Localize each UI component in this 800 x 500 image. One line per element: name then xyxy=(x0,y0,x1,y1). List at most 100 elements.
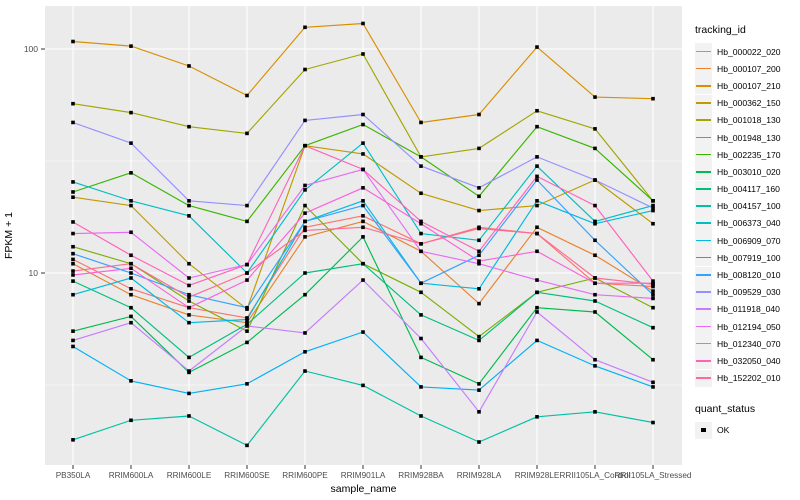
data-point-Hb_006373_040 xyxy=(477,238,481,243)
data-point-Hb_000107_210 xyxy=(129,44,133,48)
data-point-Hb_004117_160 xyxy=(361,261,365,266)
legend-key-box xyxy=(695,266,712,284)
legend-swatch-line-icon xyxy=(696,256,711,259)
legend-item-label: Hb_000022_020 xyxy=(717,46,781,57)
legend-item-Hb_152202_010: Hb_152202_010 xyxy=(695,369,800,387)
data-point-Hb_000107_200 xyxy=(187,313,191,317)
data-point-Hb_000107_210 xyxy=(651,96,655,101)
data-point-Hb_000107_210 xyxy=(535,45,539,49)
legend-item-Hb_001948_130: Hb_001948_130 xyxy=(695,129,800,147)
data-point-Hb_009529_030 xyxy=(129,141,133,145)
legend-key-box xyxy=(695,249,712,267)
data-point-Hb_006373_040 xyxy=(71,180,75,184)
data-point-Hb_009529_030 xyxy=(419,164,423,168)
data-point-Hb_012340_070 xyxy=(477,259,481,263)
data-point-Hb_004157_100 xyxy=(477,440,481,444)
data-point-Hb_004117_160 xyxy=(303,271,307,275)
data-point-Hb_001018_130 xyxy=(129,110,133,115)
data-point-Hb_006373_040 xyxy=(303,188,307,192)
legend-item-label: Hb_000107_200 xyxy=(717,63,781,74)
data-point-Hb_032050_040 xyxy=(419,219,423,224)
legend-key-box xyxy=(695,129,712,147)
data-point-Hb_012194_050 xyxy=(593,292,597,297)
data-point-Hb_007919_100 xyxy=(187,391,191,396)
data-point-Hb_003010_020 xyxy=(477,382,481,386)
legend-swatch-line-icon xyxy=(696,50,711,53)
data-point-Hb_003010_020 xyxy=(245,340,249,345)
legend-swatch-line-icon xyxy=(696,291,711,293)
data-point-Hb_004157_100 xyxy=(361,383,365,388)
data-point-Hb_001948_130 xyxy=(303,203,307,208)
data-point-Hb_032050_040 xyxy=(187,283,191,288)
y-tick-label: 10 xyxy=(29,268,39,278)
legend-item-Hb_009529_030: Hb_009529_030 xyxy=(695,283,800,301)
data-point-Hb_004117_160 xyxy=(651,325,655,330)
data-point-Hb_007919_100 xyxy=(535,338,539,343)
data-point-Hb_006373_040 xyxy=(361,141,365,145)
legend-swatch-line-icon xyxy=(696,342,711,345)
data-point-Hb_008120_010 xyxy=(303,219,307,224)
legend-swatch-line-icon xyxy=(696,274,711,276)
data-point-Hb_000362_150 xyxy=(477,208,481,213)
data-point-Hb_003010_020 xyxy=(129,314,133,319)
data-point-Hb_000362_150 xyxy=(129,203,133,208)
data-point-Hb_000362_150 xyxy=(535,203,539,208)
data-point-Hb_001018_130 xyxy=(303,67,307,72)
legend-key-box xyxy=(695,94,712,112)
data-point-Hb_000362_150 xyxy=(71,195,75,199)
data-point-Hb_002235_170 xyxy=(71,190,75,194)
data-point-Hb_011918_040 xyxy=(303,331,307,335)
data-point-Hb_007919_100 xyxy=(303,349,307,354)
data-point-Hb_000022_020 xyxy=(361,214,365,218)
legend-item-Hb_007919_100: Hb_007919_100 xyxy=(695,249,800,267)
data-point-Hb_006909_070 xyxy=(361,199,365,203)
data-point-Hb_001948_130 xyxy=(419,290,423,295)
x-tick-label: PB350LA xyxy=(56,471,91,480)
data-point-Hb_009529_030 xyxy=(303,118,307,123)
legend-item-label: OK xyxy=(717,425,730,436)
data-point-Hb_009529_030 xyxy=(477,186,481,190)
data-point-Hb_004157_100 xyxy=(535,415,539,419)
data-point-Hb_008120_010 xyxy=(477,253,481,258)
legend-item-label: Hb_004157_100 xyxy=(717,201,781,212)
data-point-Hb_008120_010 xyxy=(187,292,191,297)
data-point-Hb_003010_020 xyxy=(361,235,365,239)
legend-item-Hb_032050_040: Hb_032050_040 xyxy=(695,352,800,370)
data-point-Hb_008120_010 xyxy=(245,305,249,310)
legend-item-label: Hb_004117_160 xyxy=(717,184,780,195)
x-tick-label: RRIM600LA xyxy=(109,471,154,480)
data-point-Hb_000107_210 xyxy=(419,120,423,125)
data-point-Hb_000362_150 xyxy=(651,221,655,226)
data-point-Hb_032050_040 xyxy=(245,262,249,267)
data-point-Hb_006373_040 xyxy=(651,203,655,208)
data-point-Hb_006373_040 xyxy=(535,164,539,168)
data-point-Hb_000022_020 xyxy=(71,257,75,262)
legend-key-box xyxy=(695,111,712,129)
legend-key-box xyxy=(695,214,712,232)
data-point-Hb_000362_150 xyxy=(419,191,423,196)
data-point-Hb_012340_070 xyxy=(71,273,75,277)
data-point-Hb_011918_040 xyxy=(245,324,249,328)
legend-item-Hb_012194_050: Hb_012194_050 xyxy=(695,318,800,336)
data-point-Hb_007919_100 xyxy=(419,385,423,389)
legend-swatch-line-icon xyxy=(696,67,711,70)
legend-key-box xyxy=(695,232,712,250)
data-point-Hb_012194_050 xyxy=(651,296,655,301)
data-point-Hb_000107_200 xyxy=(651,289,655,293)
legend-swatch-line-icon xyxy=(696,325,711,328)
data-point-Hb_004157_100 xyxy=(651,420,655,425)
data-point-Hb_004117_160 xyxy=(593,299,597,303)
data-point-Hb_032050_040 xyxy=(593,203,597,208)
data-point-Hb_007919_100 xyxy=(651,385,655,389)
legend-swatch-line-icon xyxy=(696,84,711,87)
y-tick-label: 100 xyxy=(24,44,38,54)
legend-swatch-line-icon xyxy=(696,119,711,121)
data-point-Hb_006373_040 xyxy=(187,214,191,218)
data-point-Hb_001948_130 xyxy=(651,305,655,310)
legend-item-label: Hb_012194_050 xyxy=(717,321,781,332)
data-point-Hb_000107_200 xyxy=(477,301,481,306)
legend-item-label: Hb_152202_010 xyxy=(717,373,781,384)
data-point-Hb_006909_070 xyxy=(129,276,133,280)
data-point-Hb_004117_160 xyxy=(477,338,481,343)
